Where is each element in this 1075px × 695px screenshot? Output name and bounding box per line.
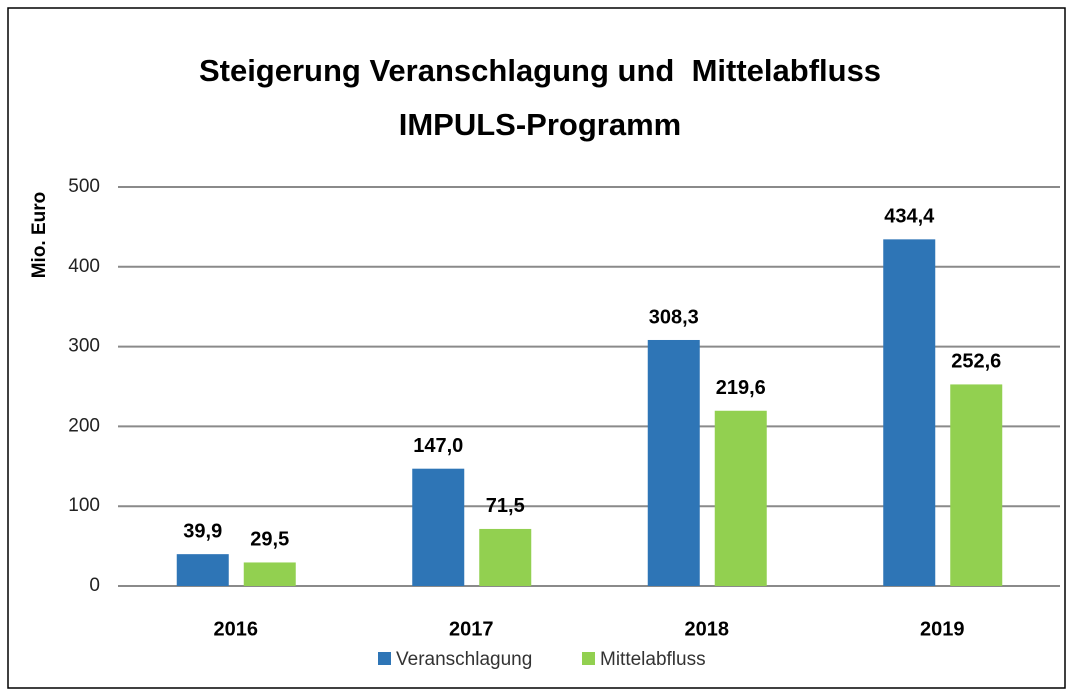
x-tick-label: 2016 xyxy=(214,618,259,640)
y-tick-label: 200 xyxy=(68,415,100,436)
x-tick-label: 2018 xyxy=(685,618,730,640)
value-label: 434,4 xyxy=(884,206,935,228)
legend-label: Veranschlagung xyxy=(396,649,532,670)
bar xyxy=(883,239,936,586)
value-label: 29,5 xyxy=(250,529,289,551)
value-label: 39,9 xyxy=(183,520,222,542)
bar xyxy=(176,554,229,586)
y-tick-label: 500 xyxy=(68,176,100,197)
value-label: 252,6 xyxy=(951,351,1001,373)
bar xyxy=(950,384,1003,586)
value-label: 71,5 xyxy=(486,495,525,517)
bar xyxy=(479,528,532,586)
bar xyxy=(243,562,296,586)
value-label: 219,6 xyxy=(716,377,766,399)
y-tick-label: 0 xyxy=(89,575,100,596)
legend-swatch xyxy=(582,652,595,665)
value-label: 147,0 xyxy=(413,435,463,457)
x-tick-label: 2019 xyxy=(920,618,965,640)
bar xyxy=(647,339,700,586)
y-tick-label: 400 xyxy=(68,256,100,277)
chart-title: Steigerung Veranschlagung und Mittelabfl… xyxy=(199,53,881,88)
legend-swatch xyxy=(378,652,391,665)
legend-label: Mittelabfluss xyxy=(600,649,706,670)
y-axis-label: Mio. Euro xyxy=(29,192,50,279)
chart-title: IMPULS-Programm xyxy=(399,107,681,142)
bar xyxy=(412,468,465,586)
y-tick-label: 100 xyxy=(68,495,100,516)
value-label: 308,3 xyxy=(649,306,699,328)
bar xyxy=(714,410,767,586)
y-tick-label: 300 xyxy=(68,336,100,357)
x-tick-label: 2017 xyxy=(449,618,494,640)
